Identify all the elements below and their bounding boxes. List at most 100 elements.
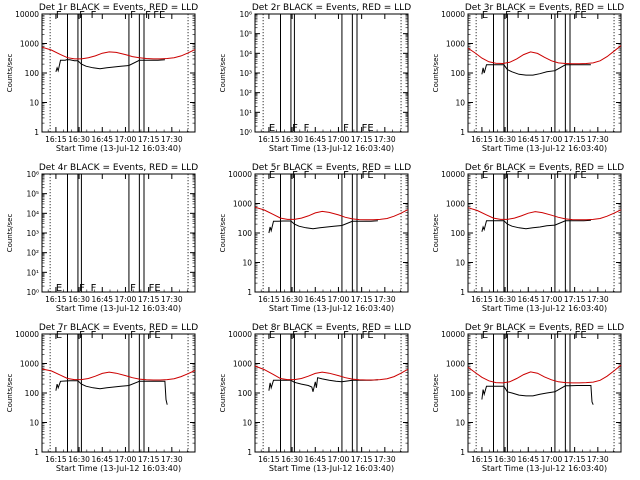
x-tick-label: 17:30 — [161, 135, 183, 144]
y-tick-label: 1000 — [233, 360, 252, 369]
chart-panel-3: Det 3r BLACK = Events, RED = LLD 1 10 100 10… — [432, 3, 624, 153]
y-tick-label: 1 — [34, 128, 39, 137]
y-tick-label: 10 — [29, 99, 39, 108]
x-axis-label: Start Time (13-Jul-12 16:03:40) — [56, 464, 181, 473]
plot-frame — [41, 13, 196, 133]
flag-label: FE — [362, 170, 374, 181]
x-tick-label: 17:30 — [161, 455, 183, 464]
x-tick-label: 17:15 — [138, 295, 160, 304]
x-tick-label: 17:00 — [541, 455, 563, 464]
plot-frame — [467, 13, 622, 133]
flag-label: FE — [149, 283, 161, 294]
x-tick-label: 16:30 — [281, 295, 303, 304]
x-tick-label: 16:45 — [91, 295, 113, 304]
flag-label: FE — [362, 330, 374, 341]
y-tick-label: 10 — [455, 259, 465, 268]
x-axis-label: Start Time (13-Jul-12 16:03:40) — [482, 304, 607, 313]
lld-series-line — [467, 207, 622, 221]
x-tick-label: 16:45 — [304, 455, 326, 464]
flag-label: F — [91, 10, 97, 21]
y-axis-label: Counts/sec — [6, 214, 14, 253]
lld-series-line — [254, 206, 409, 221]
y-tick-label: 10000 — [15, 330, 39, 339]
x-tick-label: 16:30 — [281, 135, 303, 144]
x-tick-label: 16:15 — [471, 295, 493, 304]
y-tick-label: 1 — [247, 448, 252, 457]
x-tick-label: 16:30 — [68, 295, 90, 304]
plot-frame — [41, 333, 196, 453]
y-tick-label: 10000 — [15, 10, 39, 19]
flag-label: F — [292, 123, 298, 134]
x-tick-label: 17:30 — [587, 455, 609, 464]
x-axis-label: Start Time (13-Jul-12 16:03:40) — [269, 464, 394, 473]
flag-label: F — [343, 123, 349, 134]
y-tick-label: 100 — [451, 229, 466, 238]
x-tick-label: 16:15 — [45, 295, 67, 304]
x-tick-label: 16:45 — [304, 135, 326, 144]
flag-label: FE — [153, 10, 165, 21]
y-tick-label: 10000 — [441, 170, 465, 179]
x-tick-label: 17:00 — [115, 455, 137, 464]
y-tick-label: 1000 — [446, 40, 465, 49]
chart-panel-7: Det 7r BLACK = Events, RED = LLD 1 10 100 10… — [6, 323, 198, 473]
y-tick-label: 1000 — [446, 200, 465, 209]
flag-label: F — [343, 170, 349, 181]
y-tick-label: 10000 — [228, 330, 252, 339]
y-tick-label: 100 — [25, 69, 40, 78]
flag-label: F — [517, 170, 523, 181]
x-tick-label: 17:00 — [115, 295, 137, 304]
panel-title: Det 5r BLACK = Events, RED = LLD — [252, 163, 411, 173]
x-axis-label: Start Time (13-Jul-12 16:03:40) — [482, 144, 607, 153]
x-tick-label: 16:15 — [258, 455, 280, 464]
flag-label: F — [556, 170, 562, 181]
x-axis-label: Start Time (13-Jul-12 16:03:40) — [56, 144, 181, 153]
events-series-line — [55, 59, 165, 73]
y-tick-label: 10³ — [26, 229, 39, 238]
flag-label: E — [56, 330, 62, 341]
flag-label: F — [505, 10, 511, 21]
y-tick-label: 10⁵ — [26, 190, 39, 199]
lld-series-line — [41, 368, 196, 381]
x-tick-label: 16:15 — [45, 455, 67, 464]
x-axis-label: Start Time (13-Jul-12 16:03:40) — [269, 304, 394, 313]
panel-title: Det 7r BLACK = Events, RED = LLD — [39, 323, 198, 333]
y-axis-label: Counts/sec — [432, 54, 440, 93]
x-tick-label: 16:30 — [494, 455, 516, 464]
y-tick-label: 10¹ — [239, 108, 252, 117]
x-tick-label: 16:15 — [471, 135, 493, 144]
x-tick-label: 17:15 — [138, 135, 160, 144]
x-axis-label: Start Time (13-Jul-12 16:03:40) — [56, 304, 181, 313]
y-tick-label: 100 — [451, 389, 466, 398]
flag-label: F — [292, 170, 298, 181]
y-tick-label: 10¹ — [26, 268, 39, 277]
x-tick-label: 17:15 — [564, 135, 586, 144]
y-tick-label: 10000 — [228, 170, 252, 179]
y-axis-label: Counts/sec — [432, 214, 440, 253]
events-series-line — [481, 64, 591, 76]
x-tick-label: 17:15 — [351, 135, 373, 144]
x-tick-label: 16:45 — [517, 455, 539, 464]
y-tick-label: 10³ — [239, 69, 252, 78]
y-axis-label: Counts/sec — [6, 54, 14, 93]
x-tick-label: 17:00 — [541, 295, 563, 304]
y-tick-label: 1000 — [446, 360, 465, 369]
flag-label: E — [482, 330, 488, 341]
events-series-line — [268, 377, 378, 392]
events-series-line — [268, 220, 378, 234]
lld-series-line — [41, 46, 196, 60]
flag-label: F — [145, 10, 151, 21]
y-tick-label: 100 — [25, 389, 40, 398]
y-tick-label: 10⁵ — [239, 30, 252, 39]
plot-frame — [467, 173, 622, 293]
flag-label: F — [130, 10, 136, 21]
x-tick-label: 17:00 — [328, 295, 350, 304]
panel-title: Det 1r BLACK = Events, RED = LLD — [39, 3, 198, 13]
events-series-line — [481, 219, 591, 232]
chart-panel-8: Det 8r BLACK = Events, RED = LLD 1 10 100 10… — [219, 323, 411, 473]
chart-panel-9: Det 9r BLACK = Events, RED = LLD 1 10 100 10… — [432, 323, 624, 473]
y-tick-label: 10⁴ — [239, 49, 252, 58]
panel-title: Det 3r BLACK = Events, RED = LLD — [465, 3, 624, 13]
flag-label: F — [79, 283, 85, 294]
plot-frame — [41, 173, 196, 293]
